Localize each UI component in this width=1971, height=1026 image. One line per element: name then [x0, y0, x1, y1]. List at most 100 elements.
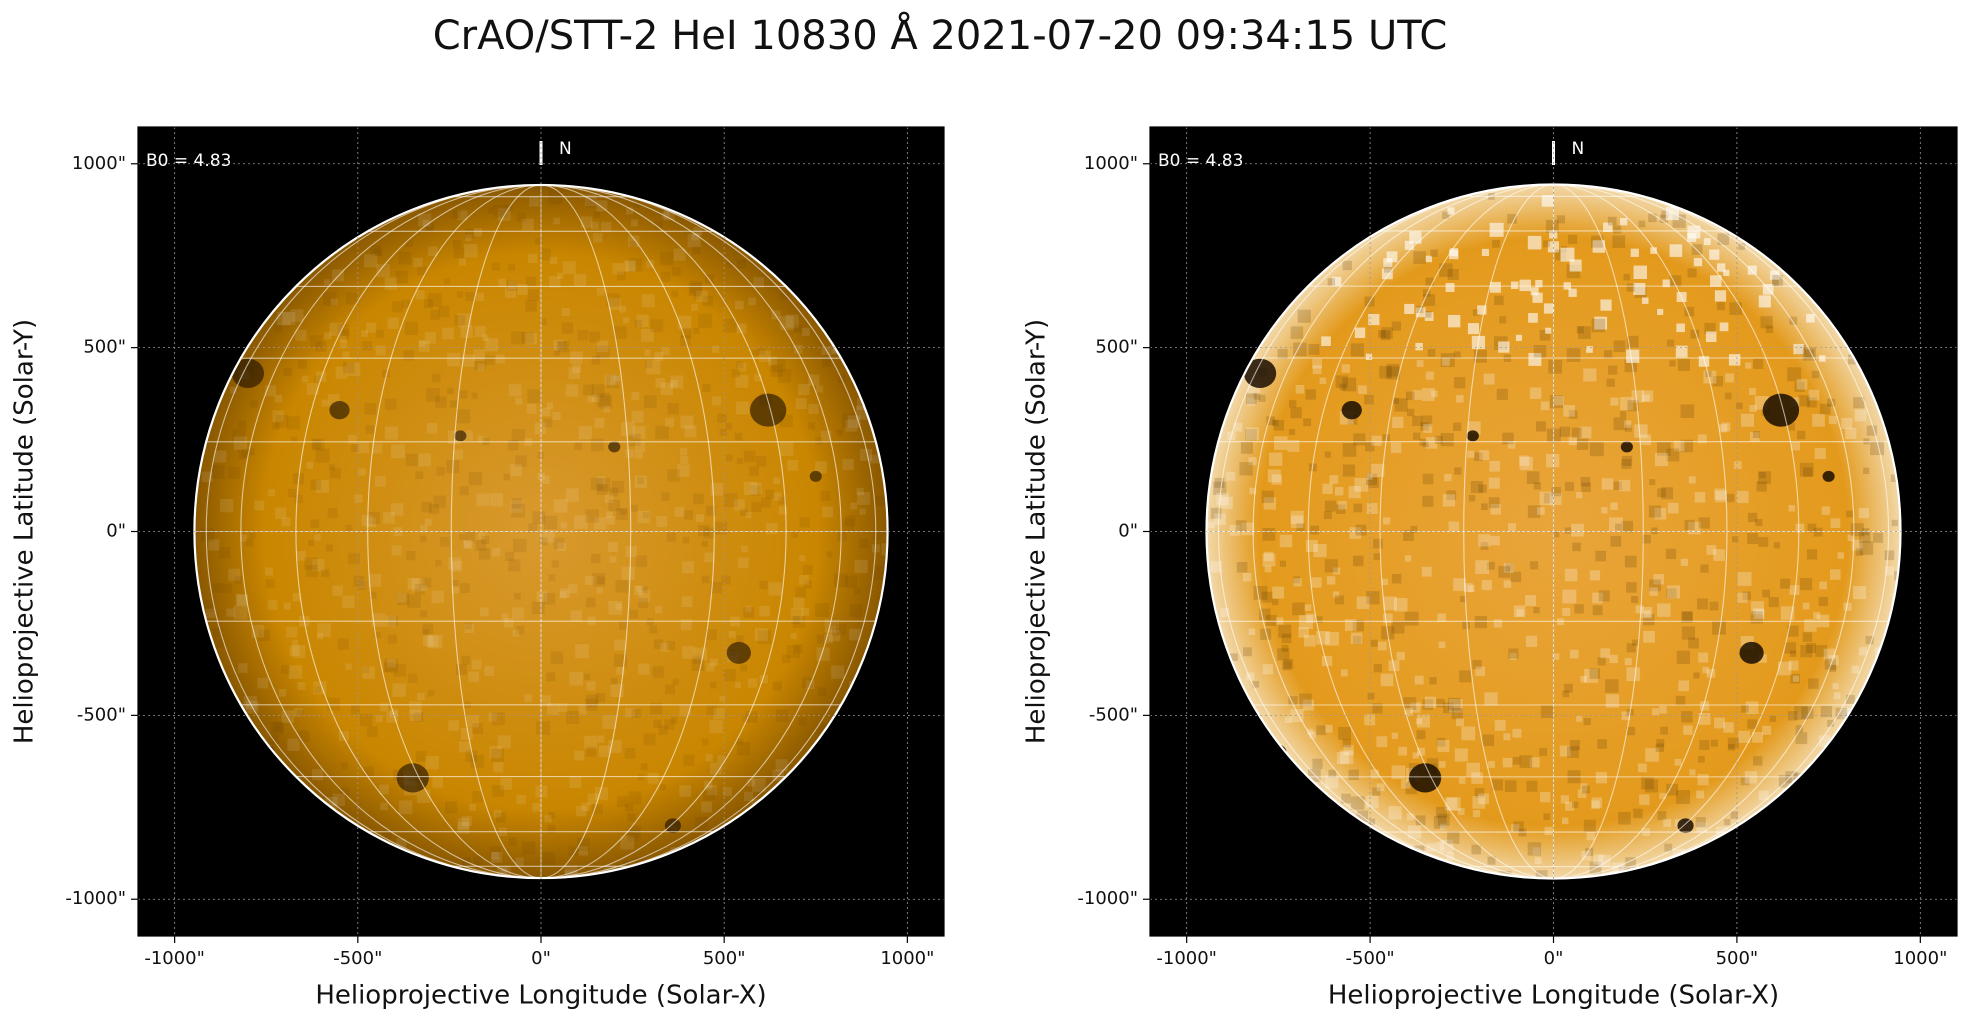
texture: [322, 292, 337, 306]
texture: [1445, 283, 1455, 292]
texture: [1415, 342, 1423, 351]
texture: [833, 573, 848, 588]
texture: [565, 488, 579, 502]
texture: [1758, 471, 1772, 485]
texture: [558, 341, 570, 353]
texture: [498, 278, 507, 287]
texture: [539, 248, 552, 261]
texture: [1515, 334, 1523, 341]
texture: [687, 234, 701, 248]
texture: [794, 324, 803, 334]
texture: [1353, 433, 1366, 446]
texture: [549, 256, 558, 265]
texture: [418, 340, 430, 352]
longitude-line: [295, 184, 542, 879]
x-axis-label: Helioprojective Longitude (Solar-X): [1328, 981, 1779, 1011]
texture: [346, 362, 361, 377]
y-tick-label: 0": [1118, 521, 1138, 542]
texture: [1467, 585, 1475, 593]
texture: [1552, 653, 1560, 660]
texture: [1429, 677, 1437, 685]
texture: [649, 625, 658, 634]
texture: [742, 714, 750, 722]
texture: [703, 527, 715, 539]
texture: [859, 448, 873, 462]
texture: [638, 590, 651, 603]
texture: [881, 543, 888, 556]
texture: [527, 389, 542, 404]
texture: [414, 583, 426, 595]
texture: [596, 287, 605, 296]
texture: [1504, 780, 1517, 792]
texture: [426, 388, 440, 402]
texture: [212, 582, 223, 593]
texture: [1246, 427, 1259, 441]
texture: [451, 585, 460, 594]
texture: [1307, 728, 1314, 735]
texture: [1308, 731, 1317, 739]
texture: [290, 309, 304, 322]
texture: [1323, 511, 1332, 520]
texture: [591, 394, 600, 402]
texture: [1833, 692, 1841, 700]
texture: [513, 538, 527, 553]
texture: [1492, 239, 1500, 248]
texture: [1412, 390, 1422, 400]
texture: [1288, 400, 1297, 408]
texture: [615, 603, 622, 610]
texture: [1664, 843, 1673, 852]
texture: [1391, 573, 1402, 584]
texture: [527, 289, 539, 301]
texture: [1316, 725, 1326, 736]
texture: [384, 662, 394, 672]
texture: [1436, 698, 1445, 708]
texture: [815, 603, 829, 617]
texture: [313, 681, 327, 695]
texture: [1334, 595, 1344, 605]
texture: [421, 501, 433, 513]
texture: [1651, 527, 1658, 535]
texture: [515, 397, 523, 405]
texture: [1574, 604, 1584, 614]
texture: [1366, 503, 1378, 514]
texture: [362, 666, 375, 679]
texture: [1404, 611, 1419, 626]
texture: [1214, 477, 1225, 488]
texture: [1434, 435, 1443, 444]
texture: [1325, 631, 1339, 646]
texture: [1299, 693, 1312, 707]
axes-frame: [1149, 126, 1958, 937]
texture: [1324, 500, 1336, 512]
texture: [238, 420, 247, 429]
texture: [465, 228, 475, 239]
y-axis-label: Helioprojective Latitude (Solar-Y): [1022, 319, 1052, 744]
texture: [606, 516, 615, 525]
texture: [1852, 586, 1867, 600]
texture: [296, 709, 304, 717]
texture: [250, 400, 258, 408]
texture: [1460, 595, 1467, 603]
texture: [1287, 440, 1300, 452]
texture: [1519, 455, 1530, 466]
texture: [465, 622, 472, 630]
texture: [274, 324, 283, 333]
texture: [1730, 811, 1738, 819]
texture: [504, 551, 515, 561]
texture: [1605, 694, 1620, 708]
texture: [1714, 290, 1727, 302]
texture: [1559, 745, 1571, 757]
texture: [820, 491, 831, 501]
texture: [1364, 714, 1376, 726]
texture: [1410, 525, 1418, 533]
texture: [576, 805, 587, 817]
texture: [1601, 507, 1608, 514]
texture: [297, 359, 307, 369]
texture: [314, 534, 321, 541]
texture: [1627, 400, 1639, 412]
texture: [1698, 517, 1710, 529]
texture: [508, 837, 517, 846]
texture: [1643, 630, 1655, 643]
texture: [1392, 397, 1400, 404]
texture: [387, 634, 397, 644]
texture: [671, 290, 679, 298]
